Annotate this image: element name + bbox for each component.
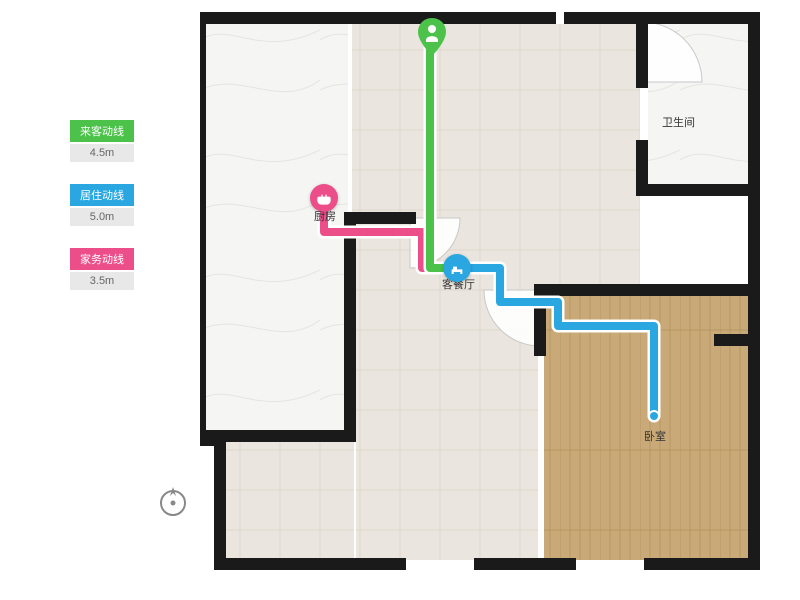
- living-path-icon: [443, 254, 471, 282]
- legend-label-living: 居住动线: [70, 184, 134, 206]
- chores-path-icon: [310, 184, 338, 212]
- floorplan: 卫生间 厨房 客餐厅 卧室: [200, 10, 760, 570]
- compass-icon: [156, 486, 190, 520]
- legend-item-chores: 家务动线 3.5m: [70, 248, 134, 290]
- legend-value-chores: 3.5m: [70, 272, 134, 290]
- legend-value-living: 5.0m: [70, 208, 134, 226]
- legend-label-guest: 来客动线: [70, 120, 134, 142]
- legend-value-guest: 4.5m: [70, 144, 134, 162]
- legend-label-chores: 家务动线: [70, 248, 134, 270]
- entry-marker-icon: [417, 18, 447, 56]
- legend-item-living: 居住动线 5.0m: [70, 184, 134, 226]
- legend-item-guest: 来客动线 4.5m: [70, 120, 134, 162]
- floorplan-svg: [200, 10, 760, 570]
- legend: 来客动线 4.5m 居住动线 5.0m 家务动线 3.5m: [70, 120, 134, 308]
